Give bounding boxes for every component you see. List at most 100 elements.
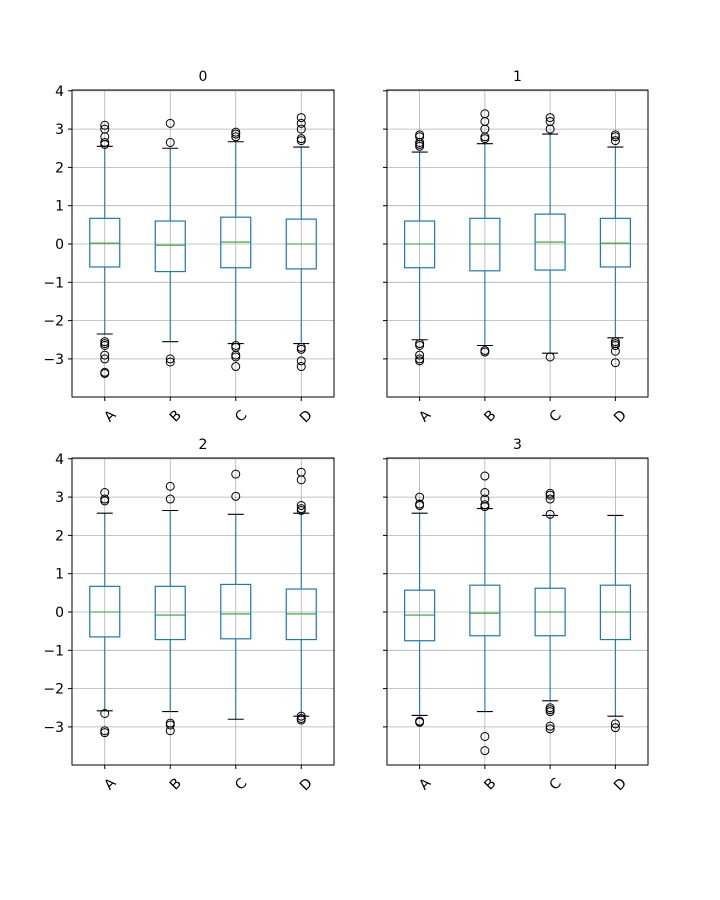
box-rect	[599, 217, 631, 268]
box-B	[469, 109, 501, 357]
outlier-point	[165, 118, 175, 128]
outlier-point	[165, 357, 175, 367]
outlier-point	[480, 488, 490, 498]
outlier-point	[545, 724, 555, 734]
outlier-point	[296, 715, 306, 725]
y-tick-label: −1	[43, 275, 64, 291]
outlier-point	[165, 138, 175, 148]
box-D	[285, 113, 317, 372]
box-C	[220, 469, 252, 720]
y-tick-label: −2	[43, 682, 64, 698]
y-tick-label: 2	[55, 160, 64, 176]
outlier-point	[610, 340, 620, 350]
box-A	[404, 130, 436, 366]
outlier-point	[231, 127, 241, 137]
outlier-point	[100, 354, 110, 364]
box-B	[469, 471, 501, 756]
x-tick-label: A	[416, 407, 434, 425]
outlier-point	[296, 504, 306, 514]
box-C	[534, 488, 566, 734]
box-B	[154, 481, 186, 736]
y-tick-label: 0	[55, 237, 64, 253]
outlier-point	[480, 731, 490, 741]
outlier-point	[231, 362, 241, 372]
outlier-point	[100, 340, 110, 350]
outlier-point	[545, 707, 555, 717]
axes-frame	[386, 457, 649, 766]
box-C	[220, 127, 252, 372]
panel-title: 3	[513, 437, 522, 453]
outlier-point	[610, 719, 620, 729]
x-tick-label: B	[167, 775, 185, 793]
outlier-point	[100, 368, 110, 378]
box-B	[154, 118, 186, 367]
outlier-point	[415, 350, 425, 360]
outlier-point	[545, 494, 555, 504]
outlier-point	[480, 500, 490, 510]
box-D	[599, 130, 631, 368]
x-tick-label: A	[416, 775, 434, 793]
outlier-point	[296, 134, 306, 144]
outlier-point	[480, 746, 490, 756]
outlier-point	[165, 726, 175, 736]
x-tick-label: C	[547, 775, 565, 793]
chart-panel-2: −3 −2 −1 0 1 2 3 4 A B C D 2	[43, 437, 335, 794]
x-tick-label: C	[232, 407, 250, 425]
outlier-point	[100, 120, 110, 130]
outlier-point	[296, 113, 306, 123]
outlier-point	[610, 723, 620, 733]
y-tick-label: 4	[55, 452, 64, 468]
outlier-point	[165, 720, 175, 730]
chart-panel-3: A B C D 3	[383, 437, 649, 794]
chart-panel-0: −3 −2 −1 0 1 2 3 4 A B C D 0	[43, 69, 335, 426]
outlier-point	[415, 340, 425, 350]
panel-title: 2	[199, 437, 208, 453]
outlier-point	[545, 352, 555, 362]
y-tick-label: −2	[43, 314, 64, 330]
chart-panel-1: A B C D 1	[383, 69, 649, 426]
x-tick-label: D	[297, 407, 316, 426]
outlier-point	[545, 509, 555, 519]
y-tick-label: 3	[55, 490, 64, 506]
x-tick-label: B	[481, 407, 499, 425]
outlier-point	[296, 344, 306, 354]
box-rect	[89, 217, 121, 268]
outlier-point	[100, 494, 110, 504]
x-tick-label: D	[297, 775, 316, 794]
outlier-point	[610, 130, 620, 140]
box-rect	[154, 220, 186, 273]
outlier-point	[296, 118, 306, 128]
x-tick-label: C	[232, 775, 250, 793]
outlier-point	[296, 467, 306, 477]
outlier-point	[296, 711, 306, 721]
box-A	[404, 492, 436, 727]
x-tick-label: B	[481, 775, 499, 793]
outlier-point	[610, 136, 620, 146]
y-tick-label: −1	[43, 643, 64, 659]
outlier-point	[415, 356, 425, 366]
box-rect	[220, 583, 252, 640]
outlier-point	[296, 362, 306, 372]
outlier-point	[415, 499, 425, 509]
outlier-point	[100, 350, 110, 360]
outlier-point	[610, 358, 620, 368]
outlier-point	[610, 346, 620, 356]
outlier-point	[231, 469, 241, 479]
y-tick-label: 1	[55, 199, 64, 215]
y-tick-label: 3	[55, 122, 64, 138]
outlier-point	[231, 132, 241, 142]
outlier-point	[545, 113, 555, 123]
outlier-point	[545, 488, 555, 498]
outlier-point	[100, 488, 110, 498]
axes-frame	[71, 89, 335, 398]
axes-frame	[71, 457, 335, 766]
box-rect	[469, 217, 501, 272]
x-tick-label: C	[547, 407, 565, 425]
box-A	[89, 488, 121, 738]
box-D	[599, 514, 631, 733]
outlier-point	[480, 109, 490, 119]
outlier-point	[231, 352, 241, 362]
box-rect	[154, 585, 186, 641]
box-C	[534, 113, 566, 362]
